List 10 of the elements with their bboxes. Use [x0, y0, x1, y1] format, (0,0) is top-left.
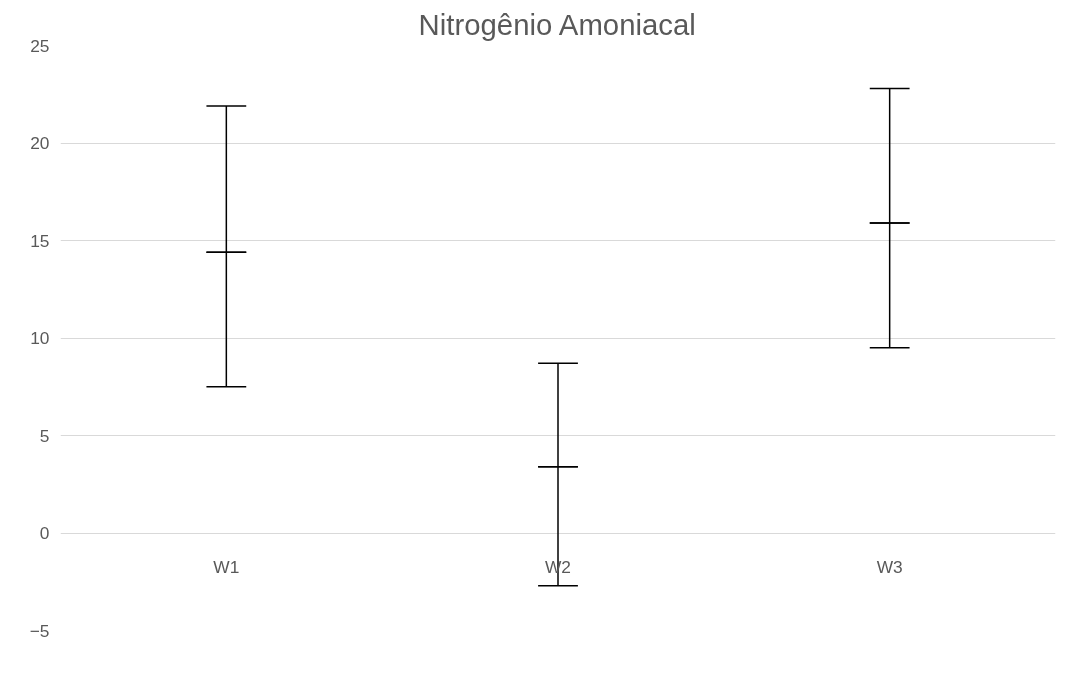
y-tick-label: −5 — [29, 620, 50, 641]
x-tick-label: W3 — [876, 557, 903, 577]
y-tick-label: 20 — [30, 133, 50, 153]
y-tick-label: 25 — [30, 35, 50, 56]
chart-title: Nitrogênio Amoniacal — [418, 7, 696, 41]
y-tick-label: 10 — [30, 328, 50, 348]
y-tick-label: 15 — [30, 230, 50, 251]
y-tick-label: 0 — [39, 523, 50, 543]
x-tick-label: W1 — [213, 557, 240, 577]
y-tick-label: 5 — [39, 425, 50, 446]
